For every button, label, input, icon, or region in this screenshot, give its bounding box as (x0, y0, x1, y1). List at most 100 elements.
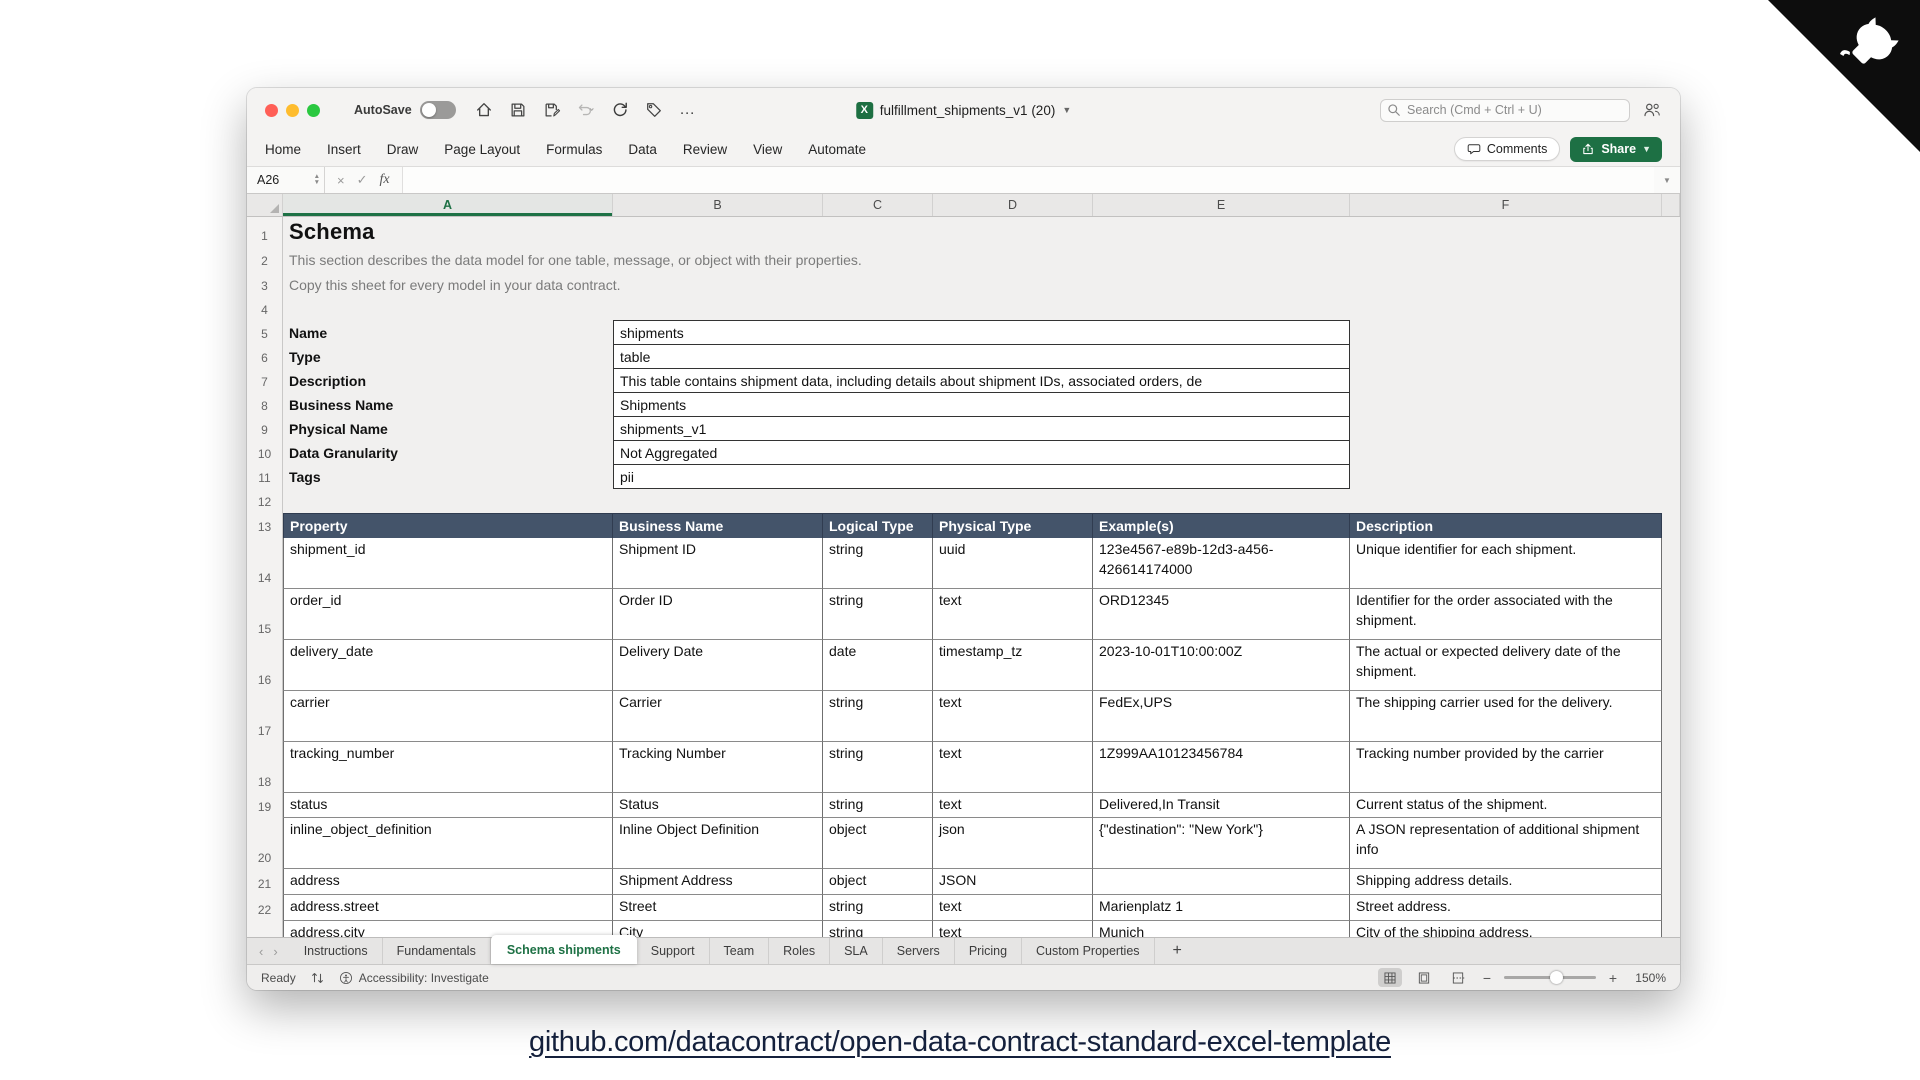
table-header-business-name[interactable]: Business Name (613, 513, 823, 538)
table-cell[interactable]: The actual or expected delivery date of … (1350, 640, 1662, 691)
table-cell[interactable]: text (933, 793, 1093, 818)
table-cell[interactable]: text (933, 691, 1093, 742)
form-label-tags[interactable]: Tags (289, 469, 321, 485)
zoom-in-button[interactable]: + (1608, 969, 1618, 986)
accessibility-icon[interactable] (339, 971, 353, 985)
form-value-tags[interactable]: pii (613, 464, 1350, 489)
select-all-corner[interactable] (247, 194, 283, 216)
table-cell[interactable]: string (823, 793, 933, 818)
column-header-a[interactable]: A (283, 194, 613, 216)
accessibility-status[interactable]: Accessibility: Investigate (358, 970, 489, 985)
name-box[interactable]: A26 ▲ ▼ (247, 167, 325, 193)
column-header-d[interactable]: D (933, 194, 1093, 216)
row-number[interactable]: 13 (247, 513, 283, 538)
table-cell[interactable]: Unique identifier for each shipment. (1350, 538, 1662, 589)
undo-icon[interactable] (576, 100, 596, 120)
row-number[interactable]: 5 (247, 321, 283, 345)
sheet-tabs-scroll-left-icon[interactable]: ‹ (259, 943, 264, 959)
ribbon-tab-page-layout[interactable]: Page Layout (444, 141, 521, 157)
page-layout-view-button[interactable] (1412, 968, 1436, 987)
table-cell[interactable]: Marienplatz 1 (1093, 895, 1350, 921)
table-cell[interactable]: A JSON representation of additional ship… (1350, 818, 1662, 869)
table-cell[interactable]: Delivered,In Transit (1093, 793, 1350, 818)
row-number[interactable]: 20 (247, 818, 283, 869)
table-cell[interactable]: uuid (933, 538, 1093, 589)
row-number[interactable]: 21 (247, 869, 283, 895)
row-number[interactable]: 2 (247, 247, 283, 272)
redo-icon[interactable] (610, 100, 630, 120)
people-presence-icon[interactable] (1642, 100, 1662, 120)
column-header-e[interactable]: E (1093, 194, 1350, 216)
ribbon-tab-automate[interactable]: Automate (808, 141, 866, 157)
search-input[interactable] (1380, 98, 1630, 122)
form-label-type[interactable]: Type (289, 349, 321, 365)
table-cell[interactable]: Carrier (613, 691, 823, 742)
table-cell[interactable]: Tracking Number (613, 742, 823, 793)
sheet-tabs-scroll-right-icon[interactable]: › (273, 943, 278, 959)
row-number[interactable]: 8 (247, 393, 283, 417)
table-cell[interactable]: status (283, 793, 613, 818)
row-number[interactable]: 19 (247, 793, 283, 818)
table-cell[interactable]: inline_object_definition (283, 818, 613, 869)
ribbon-tab-home[interactable]: Home (265, 141, 302, 157)
row-number[interactable]: 4 (247, 297, 283, 321)
table-cell[interactable]: address (283, 869, 613, 895)
sheet-tab-sla[interactable]: SLA (830, 938, 883, 964)
insert-function-icon[interactable]: fx (379, 172, 390, 187)
table-cell[interactable]: order_id (283, 589, 613, 640)
row-number[interactable]: 15 (247, 589, 283, 640)
table-cell[interactable]: tracking_number (283, 742, 613, 793)
table-header-logical-type[interactable]: Logical Type (823, 513, 933, 538)
table-cell[interactable]: ORD12345 (1093, 589, 1350, 640)
autosave-toggle[interactable] (419, 101, 456, 119)
sheet-description-line1[interactable]: This section describes the data model fo… (289, 251, 862, 268)
form-value-physical-name[interactable]: shipments_v1 (613, 416, 1350, 441)
table-header-examples[interactable]: Example(s) (1093, 513, 1350, 538)
table-cell[interactable]: Street (613, 895, 823, 921)
ribbon-tab-insert[interactable]: Insert (327, 141, 361, 157)
table-cell[interactable]: Shipment ID (613, 538, 823, 589)
row-number[interactable]: 6 (247, 345, 283, 369)
sheet-tab-custom-properties[interactable]: Custom Properties (1022, 938, 1155, 964)
footer-github-link[interactable]: github.com/datacontract/open-data-contra… (529, 1026, 1391, 1058)
table-cell[interactable]: 1Z999AA10123456784 (1093, 742, 1350, 793)
row-number[interactable]: 12 (247, 489, 283, 513)
table-cell[interactable]: Munich (1093, 921, 1350, 937)
table-cell[interactable]: {"destination": "New York"} (1093, 818, 1350, 869)
form-label-physical-name[interactable]: Physical Name (289, 421, 388, 437)
table-cell[interactable]: carrier (283, 691, 613, 742)
home-icon[interactable] (474, 100, 494, 120)
sheet-tab-team[interactable]: Team (710, 938, 770, 964)
form-value-type[interactable]: table (613, 344, 1350, 369)
github-corner-banner[interactable] (1768, 0, 1920, 152)
table-cell[interactable]: Current status of the shipment. (1350, 793, 1662, 818)
table-cell[interactable]: 2023-10-01T10:00:00Z (1093, 640, 1350, 691)
name-box-stepper[interactable]: ▲ ▼ (313, 173, 320, 186)
table-cell[interactable]: Shipping address details. (1350, 869, 1662, 895)
add-sheet-button[interactable]: + (1172, 942, 1182, 959)
table-cell[interactable]: The shipping carrier used for the delive… (1350, 691, 1662, 742)
table-cell[interactable]: string (823, 538, 933, 589)
table-cell[interactable]: City of the shipping address. (1350, 921, 1662, 937)
table-cell[interactable]: shipment_id (283, 538, 613, 589)
row-number[interactable]: 17 (247, 691, 283, 742)
row-number[interactable]: 18 (247, 742, 283, 793)
sheet-tab-instructions[interactable]: Instructions (290, 938, 383, 964)
table-cell[interactable]: JSON (933, 869, 1093, 895)
table-cell[interactable]: 123e4567-e89b-12d3-a456-426614174000 (1093, 538, 1350, 589)
table-cell[interactable]: Shipment Address (613, 869, 823, 895)
formula-bar-expand-icon[interactable]: ▼ (1663, 175, 1671, 185)
ribbon-tab-draw[interactable]: Draw (386, 141, 419, 157)
table-cell[interactable]: Inline Object Definition (613, 818, 823, 869)
ribbon-tab-data[interactable]: Data (628, 141, 657, 157)
table-header-property[interactable]: Property (283, 513, 613, 538)
column-header-c[interactable]: C (823, 194, 933, 216)
row-number[interactable]: 11 (247, 465, 283, 489)
minimize-button[interactable] (286, 103, 299, 117)
table-cell[interactable]: string (823, 589, 933, 640)
row-number[interactable]: 3 (247, 272, 283, 297)
title-chevron-down-icon[interactable]: ▼ (1062, 105, 1072, 115)
form-label-data-granularity[interactable]: Data Granularity (289, 445, 398, 461)
sheet-tab-schema-shipments[interactable]: Schema shipments (490, 935, 637, 964)
form-label-description[interactable]: Description (289, 373, 367, 389)
